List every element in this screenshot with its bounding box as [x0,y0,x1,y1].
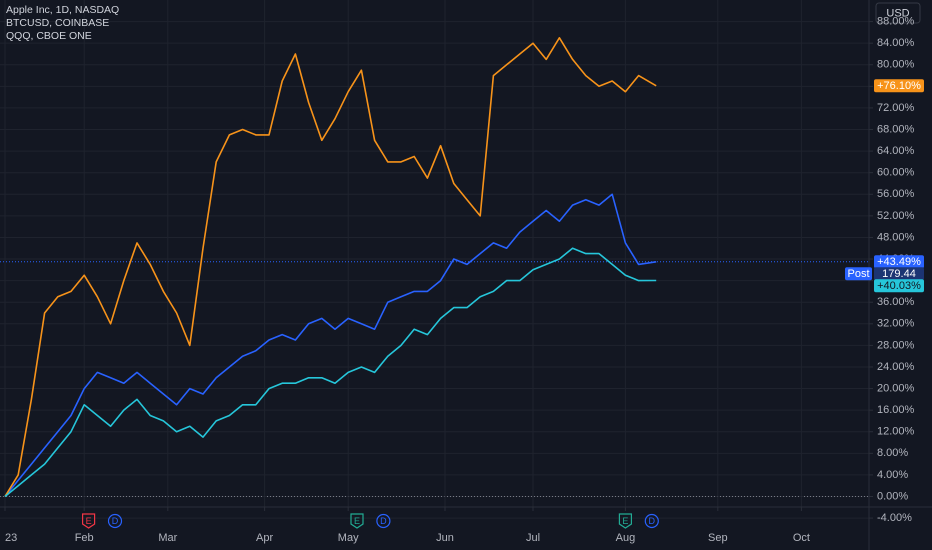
last-value-box [874,79,924,93]
y-tick-label: 84.00% [877,37,915,49]
series-line [4,247,657,498]
legend-entry: QQQ, CBOE ONE [6,30,92,42]
y-tick-label: 64.00% [877,145,915,157]
event-marker[interactable] [107,513,123,529]
y-tick-label: 60.00% [877,167,915,179]
event-label[interactable]: E [622,516,628,526]
event-marker[interactable] [376,513,391,529]
x-tick-label: 23 [5,532,17,544]
y-tick-label: 16.00% [877,404,915,416]
y-tick-label: 80.00% [877,59,915,71]
labels: 88.00%84.00%80.00%76.00%72.00%68.00%64.0… [4,4,924,544]
last-value-label: +43.49% [877,256,921,268]
post-tag [845,267,872,281]
y-tick-label: 72.00% [877,102,915,114]
y-tick-label: -4.00% [877,512,912,524]
event-label[interactable]: E [354,516,360,526]
series-line [4,37,657,497]
x-tick-label: Mar [158,532,177,544]
y-tick-label: 32.00% [877,318,915,330]
y-tick-label: 36.00% [877,296,915,308]
post-price-box [874,267,924,281]
x-tick-label: Jun [436,532,454,544]
event-marker[interactable] [618,513,632,529]
last-value-label: +76.10% [877,80,921,92]
post-label: Post [847,268,869,280]
x-tick-label: Aug [616,532,636,544]
event-label[interactable]: D [649,516,656,526]
currency-button[interactable] [875,2,921,24]
x-tick-label: Sep [708,532,728,544]
currency-label[interactable]: USD [886,7,909,19]
last-value-label: +40.03% [877,280,921,292]
y-tick-label: 28.00% [877,339,915,351]
event-label[interactable]: D [380,516,387,526]
x-tick-label: Jul [526,532,540,544]
event-marker[interactable] [82,513,96,529]
event-label[interactable]: D [112,516,119,526]
x-tick-label: Feb [75,532,94,544]
x-tick-label: Oct [793,532,810,544]
post-price: 179.44 [882,268,916,280]
last-value-box [874,279,924,293]
y-tick-label: 56.00% [877,188,915,200]
x-tick-label: May [338,532,359,544]
y-tick-label: 20.00% [877,382,915,394]
y-tick-label: 12.00% [877,426,915,438]
last-value-box [874,255,924,269]
y-tick-label: 0.00% [877,490,908,502]
series-line [4,193,657,498]
y-tick-label: 52.00% [877,210,915,222]
y-tick-label: 68.00% [877,123,915,135]
y-tick-label: 88.00% [877,15,915,27]
legend-entry: BTCUSD, COINBASE [6,17,109,29]
grid [0,0,869,519]
event-marker[interactable] [350,513,364,529]
event-marker[interactable] [644,513,659,529]
x-tick-label: Apr [256,532,273,544]
y-tick-label: 8.00% [877,447,908,459]
y-tick-label: 4.00% [877,469,908,481]
legend-entry: Apple Inc, 1D, NASDAQ [6,4,119,16]
y-tick-label: 24.00% [877,361,915,373]
y-tick-label: 48.00% [877,231,915,243]
lines [4,37,657,498]
event-label[interactable]: E [86,516,92,526]
